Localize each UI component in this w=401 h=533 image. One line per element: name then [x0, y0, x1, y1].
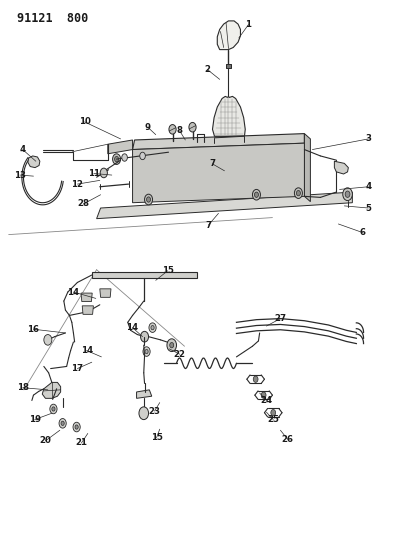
- Circle shape: [294, 188, 302, 198]
- Circle shape: [189, 123, 196, 132]
- Circle shape: [140, 152, 145, 160]
- Circle shape: [61, 421, 64, 425]
- Circle shape: [253, 189, 260, 200]
- Polygon shape: [213, 96, 245, 136]
- Text: 20: 20: [40, 437, 51, 446]
- Circle shape: [73, 422, 80, 432]
- Polygon shape: [81, 293, 92, 302]
- Text: 28: 28: [78, 199, 90, 208]
- Circle shape: [170, 343, 174, 348]
- Circle shape: [113, 154, 121, 165]
- Circle shape: [50, 404, 57, 414]
- Circle shape: [115, 157, 119, 162]
- Text: 16: 16: [27, 325, 39, 334]
- Polygon shape: [42, 382, 61, 398]
- Text: 3: 3: [365, 134, 371, 143]
- Polygon shape: [304, 134, 310, 201]
- Polygon shape: [108, 140, 133, 154]
- Text: 26: 26: [282, 435, 294, 444]
- Text: 4: 4: [20, 145, 26, 154]
- Text: 21: 21: [75, 439, 87, 448]
- Circle shape: [52, 407, 55, 411]
- Polygon shape: [97, 192, 352, 219]
- Text: 91121  800: 91121 800: [17, 12, 88, 26]
- Text: 15: 15: [162, 266, 174, 275]
- Circle shape: [141, 332, 148, 342]
- Circle shape: [44, 335, 52, 345]
- Text: 7: 7: [209, 159, 216, 168]
- Text: 12: 12: [71, 180, 83, 189]
- Circle shape: [144, 194, 152, 205]
- Text: 25: 25: [267, 415, 279, 424]
- Text: 27: 27: [274, 314, 286, 323]
- Text: 14: 14: [126, 323, 139, 332]
- Circle shape: [149, 323, 156, 333]
- Text: 8: 8: [177, 126, 183, 135]
- Text: 22: 22: [174, 350, 186, 359]
- Circle shape: [122, 154, 128, 161]
- Circle shape: [59, 418, 66, 428]
- Text: 18: 18: [17, 383, 29, 392]
- Circle shape: [255, 192, 258, 197]
- Text: 5: 5: [365, 204, 371, 213]
- Text: 15: 15: [151, 433, 162, 442]
- Circle shape: [253, 376, 258, 382]
- Text: 14: 14: [81, 346, 93, 355]
- Circle shape: [169, 125, 176, 134]
- Circle shape: [271, 409, 275, 416]
- Polygon shape: [133, 134, 304, 150]
- Polygon shape: [92, 272, 196, 278]
- Circle shape: [143, 347, 150, 357]
- Polygon shape: [334, 161, 348, 174]
- Circle shape: [261, 392, 266, 398]
- Circle shape: [343, 188, 352, 200]
- Circle shape: [100, 168, 107, 177]
- Text: 10: 10: [79, 117, 91, 126]
- Text: 6: 6: [359, 228, 365, 237]
- Text: 1: 1: [245, 20, 251, 29]
- Polygon shape: [133, 143, 304, 203]
- Circle shape: [296, 190, 300, 196]
- Polygon shape: [226, 64, 231, 68]
- Text: 17: 17: [71, 364, 83, 373]
- Text: 14: 14: [67, 287, 79, 296]
- Text: 4: 4: [365, 182, 371, 191]
- Text: 11: 11: [88, 169, 100, 178]
- Text: 23: 23: [148, 407, 160, 416]
- Circle shape: [151, 326, 154, 330]
- Polygon shape: [82, 306, 93, 314]
- Polygon shape: [217, 21, 241, 50]
- Circle shape: [146, 197, 150, 202]
- Circle shape: [345, 191, 350, 197]
- Polygon shape: [28, 156, 40, 167]
- Text: 13: 13: [14, 171, 26, 180]
- Circle shape: [75, 425, 78, 429]
- Circle shape: [167, 339, 176, 352]
- Text: 2: 2: [205, 66, 211, 74]
- Text: 7: 7: [205, 221, 212, 230]
- Text: 24: 24: [260, 396, 273, 405]
- Text: 19: 19: [28, 415, 41, 424]
- Circle shape: [145, 350, 148, 354]
- Polygon shape: [100, 289, 111, 297]
- Text: 9: 9: [145, 123, 151, 132]
- Circle shape: [139, 407, 148, 419]
- Polygon shape: [137, 390, 152, 398]
